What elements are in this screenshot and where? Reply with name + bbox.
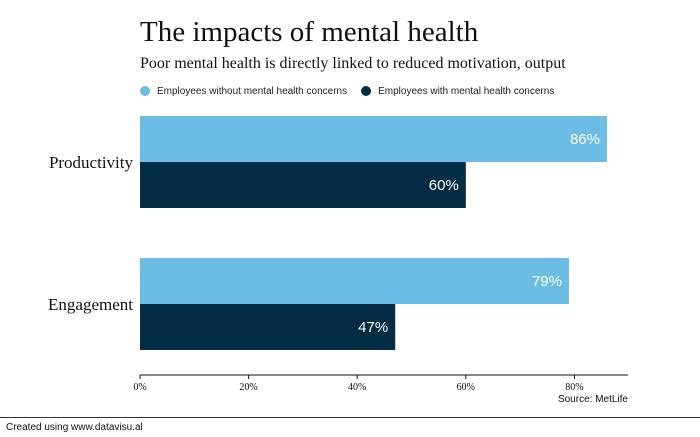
data-label-productivity-with: 60% (429, 177, 459, 194)
x-tick-label: 0% (133, 382, 146, 393)
legend-item-without: Employees without mental health concerns (140, 86, 347, 97)
x-tick-label: 40% (348, 382, 366, 393)
data-label-productivity-without: 86% (570, 131, 600, 148)
chart-title: The impacts of mental health (140, 16, 479, 48)
footer-credit: Created using www.datavisu.al (6, 422, 143, 433)
data-label-engagement-with: 47% (358, 319, 388, 336)
category-label-engagement: Engagement (48, 295, 133, 314)
legend-swatch-with (361, 86, 372, 96)
bar-productivity-without (140, 116, 607, 162)
x-tick-label: 20% (239, 382, 257, 393)
bar-productivity-with (140, 162, 466, 208)
bar-engagement-with (140, 304, 396, 350)
data-label-engagement-without: 79% (532, 273, 562, 290)
legend-label-with: Employees with mental health concerns (378, 85, 555, 97)
source-note: Source: MetLife (557, 394, 628, 405)
x-tick-label: 60% (457, 382, 475, 393)
chart-subtitle: Poor mental health is directly linked to… (140, 55, 566, 72)
legend-swatch-without (140, 86, 150, 96)
legend: Employees without mental health concerns… (140, 83, 568, 99)
footer-divider (0, 417, 700, 418)
x-tick-label: 80% (565, 382, 583, 393)
legend-item-with: Employees with mental health concerns (361, 86, 554, 97)
bar-engagement-without (140, 258, 569, 304)
legend-label-without: Employees without mental health concerns (157, 85, 348, 97)
category-label-productivity: Productivity (49, 153, 134, 172)
